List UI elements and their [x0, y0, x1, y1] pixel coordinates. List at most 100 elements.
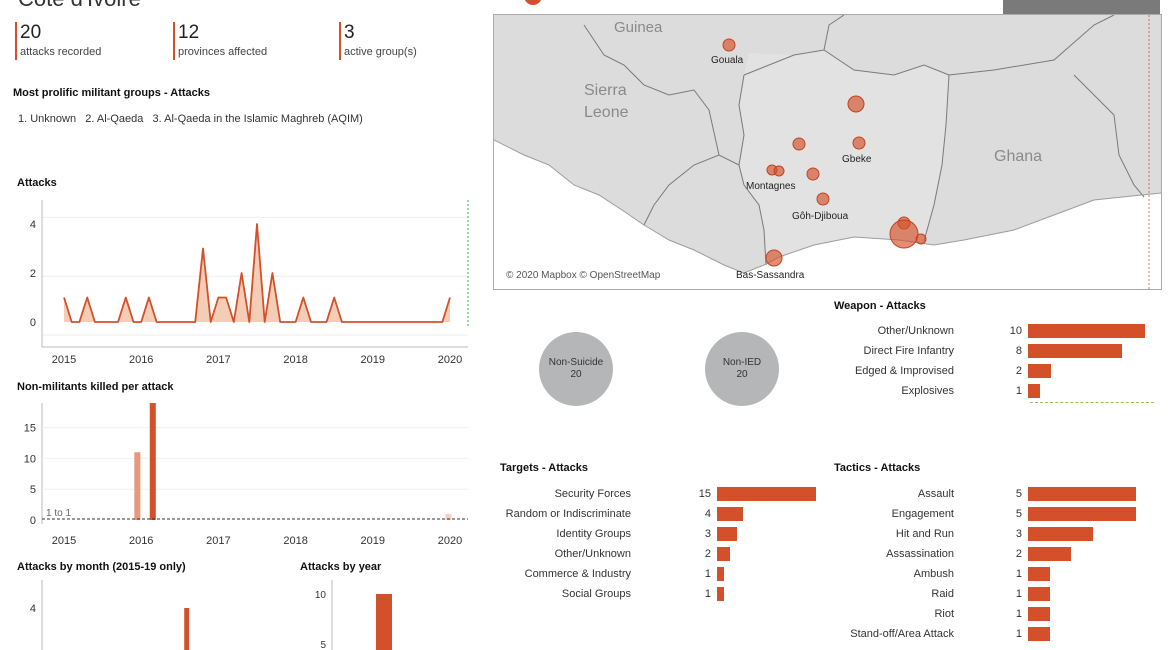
bar-category-label: Riot — [934, 608, 954, 620]
bar-value-label: 3 — [1015, 528, 1022, 540]
page-title: Côte d'Ivoire — [18, 0, 141, 12]
map-canvas[interactable]: Guinea Sierra Leone Ghana Gouala Gbeke M… — [494, 15, 1161, 289]
map-attack-marker[interactable] — [889, 219, 919, 249]
y-tick-label: 0 — [30, 317, 36, 329]
bar — [717, 567, 724, 581]
map-panel[interactable]: Guinea Sierra Leone Ghana Gouala Gbeke M… — [493, 14, 1162, 290]
map-attack-marker[interactable] — [792, 137, 806, 151]
year-bar — [376, 594, 392, 650]
bar-value-label: 1 — [1015, 385, 1022, 397]
bar — [1028, 527, 1093, 541]
map-attack-marker[interactable] — [773, 165, 785, 177]
bar — [1028, 487, 1136, 501]
bar-category-label: Security Forces — [554, 488, 631, 500]
map-attack-marker[interactable] — [722, 38, 736, 52]
tactics-chart-title: Tactics - Attacks — [834, 462, 921, 474]
bar-value-label: 4 — [704, 508, 711, 520]
group-item: 3. Al-Qaeda in the Islamic Maghreb (AQIM… — [152, 113, 363, 125]
circle-value: 20 — [736, 369, 748, 380]
x-tick-label: 2015 — [52, 354, 76, 366]
annotation-label: 1 to 1 — [46, 508, 71, 519]
x-tick-label: 2016 — [129, 535, 153, 547]
bar — [1028, 384, 1040, 398]
bar — [717, 507, 744, 521]
bar — [1028, 344, 1122, 358]
kpi-groups: 3 active group(s) — [339, 22, 417, 60]
killed-bar — [445, 513, 452, 520]
attacks-area-chart: 0 2 4 2015 2016 2017 2018 2019 2020 — [30, 200, 469, 366]
bar-category-label: Engagement — [891, 508, 954, 520]
bar-value-label: 15 — [698, 488, 711, 500]
series-line — [63, 223, 451, 323]
bar — [1028, 507, 1136, 521]
bar-value-label: 5 — [1015, 508, 1022, 520]
bar-value-label: 2 — [1015, 365, 1022, 377]
weapon-axis-line — [1030, 402, 1154, 403]
bar — [1028, 364, 1052, 378]
group-item: 1. Unknown — [18, 113, 77, 125]
bar-category-label: Other/Unknown — [554, 548, 631, 560]
map-country-label: Ghana — [994, 148, 1042, 165]
y-tick-label: 15 — [24, 423, 36, 435]
bar — [1028, 324, 1145, 338]
map-province-label: Montagnes — [746, 181, 795, 192]
killed-chart-title: Non-militants killed per attack — [17, 381, 174, 393]
bar-value-label: 1 — [704, 588, 711, 600]
attacks-chart-title: Attacks — [17, 177, 57, 189]
bar-value-label: 1 — [1015, 568, 1022, 580]
map-province-label: Gbeke — [842, 154, 872, 165]
bar-category-label: Commerce & Industry — [524, 568, 631, 580]
group-item: 2. Al-Qaeda — [85, 113, 144, 125]
non-ied-circle — [705, 332, 779, 406]
month-bar — [184, 608, 190, 650]
weapon-chart-title: Weapon - Attacks — [834, 300, 926, 312]
header-panel — [1003, 0, 1160, 15]
y-tick-label: 4 — [30, 603, 36, 615]
map-attack-marker[interactable] — [847, 95, 865, 113]
bar-category-label: Explosives — [901, 385, 954, 397]
bar-value-label: 10 — [1009, 325, 1022, 337]
targets-chart-title: Targets - Attacks — [500, 462, 589, 474]
bar-category-label: Stand-off/Area Attack — [850, 628, 954, 640]
map-province-label: Bas-Sassandra — [736, 270, 805, 281]
circle-label: Non-Suicide — [548, 357, 604, 368]
bar-category-label: Social Groups — [561, 588, 631, 600]
weapon-bar-chart: Other/Unknown 10 Direct Fire Infantry 8 Edge… — [834, 322, 1160, 402]
map-attack-marker[interactable] — [816, 192, 830, 206]
map-attack-marker[interactable] — [765, 249, 783, 267]
month-chart-title: Attacks by month (2015-19 only) — [17, 561, 186, 573]
x-tick-label: 2017 — [206, 354, 230, 366]
circle-label: Non-IED — [722, 357, 762, 368]
kpi-attacks: 20 attacks recorded — [15, 22, 101, 60]
bar — [717, 527, 737, 541]
bar-category-label: Direct Fire Infantry — [863, 345, 954, 357]
non-suicide-text: Non-Suicide 20 — [539, 357, 613, 381]
bar — [717, 587, 724, 601]
bar — [1028, 587, 1050, 601]
logo-icon — [524, 0, 542, 5]
y-tick-label: 4 — [30, 219, 36, 231]
x-tick-label: 2018 — [283, 535, 307, 547]
bar-category-label: Identity Groups — [556, 528, 631, 540]
kpi-label: provinces affected — [178, 46, 268, 58]
area-fill — [64, 224, 450, 322]
groups-title: Most prolific militant groups - Attacks — [13, 87, 210, 99]
y-tick-label: 2 — [30, 268, 36, 280]
bar — [1028, 627, 1050, 641]
kpi-label: active group(s) — [344, 46, 417, 58]
map-attack-marker[interactable] — [852, 136, 866, 150]
bar-category-label: Other/Unknown — [877, 325, 954, 337]
map-attack-marker[interactable] — [915, 233, 927, 245]
x-tick-label: 2017 — [206, 535, 230, 547]
map-credit: © 2020 Mapbox © OpenStreetMap — [506, 270, 661, 281]
non-ied-text: Non-IED 20 — [705, 357, 779, 381]
map-attack-marker[interactable] — [806, 167, 820, 181]
bar — [717, 547, 731, 561]
bar — [1028, 547, 1072, 561]
kpi-value: 20 — [20, 22, 42, 43]
groups-list: 1. Unknown 2. Al-Qaeda 3. Al-Qaeda in th… — [18, 113, 363, 125]
circle-value: 20 — [570, 369, 582, 380]
bar — [717, 487, 816, 501]
killed-bar — [134, 452, 141, 520]
kpi-provinces: 12 provinces affected — [173, 22, 267, 60]
